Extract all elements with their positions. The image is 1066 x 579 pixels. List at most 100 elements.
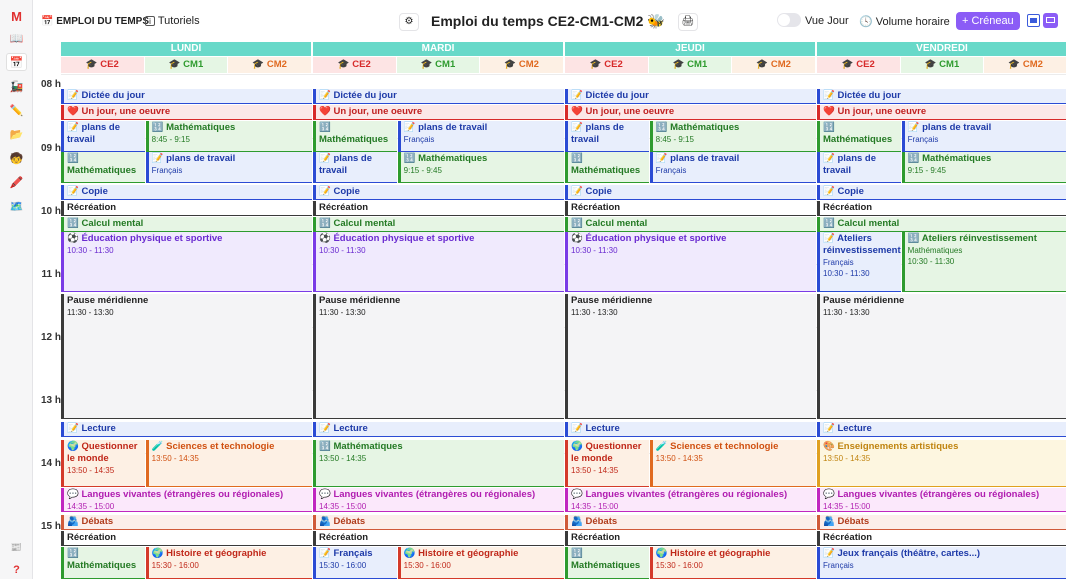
book-icon[interactable]: 📖 (9, 33, 24, 45)
schedule-slot[interactable]: 🔢 Mathématiques (61, 152, 145, 183)
schedule-slot[interactable]: Pause méridienne 11:30 - 13:30 (313, 294, 564, 419)
schedule-slot[interactable]: 🫂 Débats (817, 515, 1066, 530)
level-header[interactable]: 🎓 CM1 (648, 57, 732, 73)
pen-icon[interactable]: 🖍️ (9, 177, 24, 189)
schedule-slot[interactable]: 📝 Ateliers réinvestissement Français 10:30… (817, 232, 901, 292)
day-view-toggle[interactable] (777, 13, 801, 27)
section-label[interactable]: 📅 EMPLOI DU TEMPS (41, 16, 150, 27)
schedule-slot[interactable]: 🔢 Ateliers réinvestissement Mathématiques… (901, 232, 1066, 292)
schedule-slot[interactable]: 📝 Dictée du jour (61, 89, 312, 104)
level-header[interactable]: 🎓 CM1 (144, 57, 228, 73)
settings-button[interactable]: ⚙ (399, 13, 419, 31)
schedule-slot[interactable]: Pause méridienne 11:30 - 13:30 (61, 294, 312, 419)
schedule-slot[interactable]: 🎨 Enseignements artistiques 13:50 - 14:35 (817, 440, 1066, 487)
print-button[interactable]: 🖨 (678, 13, 698, 31)
schedule-slot[interactable]: 📝 Copie (313, 185, 564, 200)
schedule-slot[interactable]: 🔢 Mathématiques 8:45 - 9:15 (649, 121, 816, 152)
schedule-slot[interactable]: 💬 Langues vivantes (étrangères ou région… (61, 488, 312, 512)
level-header[interactable]: 🎓 CE2 (313, 57, 396, 73)
schedule-slot[interactable]: 🔢 Mathématiques (565, 152, 649, 183)
schedule-slot[interactable]: 🧪 Sciences et technologie 13:50 - 14:35 (649, 440, 816, 487)
student-icon[interactable]: 🧒 (9, 153, 24, 165)
schedule-slot[interactable]: 📝 plans de travail (817, 152, 901, 183)
schedule-slot[interactable]: 📝 plans de travail (313, 152, 397, 183)
pencil-icon[interactable]: ✏️ (9, 105, 24, 117)
schedule-slot[interactable]: 📝 Dictée du jour (313, 89, 564, 104)
map-icon[interactable]: 🗺️ (9, 201, 24, 213)
schedule-slot[interactable]: 📝 Copie (817, 185, 1066, 200)
level-header[interactable]: 🎓 CM2 (984, 57, 1066, 73)
schedule-slot[interactable]: 📝 Dictée du jour (817, 89, 1066, 104)
schedule-slot[interactable]: ⚽ Éducation physique et sportive 10:30 - … (565, 232, 816, 292)
schedule-slot[interactable]: 📝 Copie (61, 185, 312, 200)
schedule-slot[interactable]: 🔢 Calcul mental (61, 217, 312, 232)
schedule-slot[interactable]: 🫂 Débats (313, 515, 564, 530)
schedule-slot[interactable]: Pause méridienne 11:30 - 13:30 (817, 294, 1066, 419)
schedule-slot[interactable]: 🔢 Mathématiques 9:15 - 9:45 (901, 152, 1066, 183)
schedule-slot[interactable]: 🔢 Calcul mental (565, 217, 816, 232)
schedule-slot[interactable]: Récréation (61, 531, 312, 546)
schedule-slot[interactable]: 🌍 Histoire et géographie 15:30 - 16:00 (649, 547, 816, 579)
layout-icon[interactable] (1027, 14, 1040, 27)
schedule-slot[interactable]: 🔢 Mathématiques 8:45 - 9:15 (145, 121, 312, 152)
schedule-slot[interactable]: 📝 plans de travail Français (397, 121, 564, 152)
schedule-slot[interactable]: 💬 Langues vivantes (étrangères ou région… (313, 488, 564, 512)
schedule-slot[interactable]: 📝 plans de travail Français (901, 121, 1066, 152)
schedule-slot[interactable]: Récréation (313, 201, 564, 216)
schedule-icon[interactable]: 📅 (6, 53, 27, 71)
schedule-slot[interactable]: 🫂 Débats (61, 515, 312, 530)
schedule-slot[interactable]: 🔢 Mathématiques (313, 121, 397, 152)
schedule-slot[interactable]: Pause méridienne 11:30 - 13:30 (565, 294, 816, 419)
add-slot-button[interactable]: + Créneau (956, 12, 1020, 30)
schedule-slot[interactable]: ❤️ Un jour, une oeuvre (565, 105, 816, 120)
schedule-slot[interactable]: 🌍 Histoire et géographie 15:30 - 16:00 (397, 547, 564, 579)
schedule-slot[interactable]: 📝 plans de travail (565, 121, 649, 152)
schedule-slot[interactable]: 📝 Lecture (61, 422, 312, 437)
schedule-slot[interactable]: 🔢 Mathématiques 13:50 - 14:35 (313, 440, 564, 487)
schedule-slot[interactable]: 📝 plans de travail Français (145, 152, 312, 183)
schedule-slot[interactable]: 🔢 Calcul mental (817, 217, 1066, 232)
schedule-slot[interactable]: 📝 Dictée du jour (565, 89, 816, 104)
schedule-slot[interactable]: Récréation (817, 201, 1066, 216)
schedule-slot[interactable]: ❤️ Un jour, une oeuvre (61, 105, 312, 120)
schedule-slot[interactable]: 🌍 Questionner le monde 13:50 - 14:35 (61, 440, 145, 487)
schedule-slot[interactable]: 🧪 Sciences et technologie 13:50 - 14:35 (145, 440, 312, 487)
schedule-slot[interactable]: Récréation (817, 531, 1066, 546)
level-header[interactable]: 🎓 CE2 (61, 57, 144, 73)
schedule-slot[interactable]: 📝 Jeux français (théâtre, cartes...) Fran… (817, 547, 1066, 579)
schedule-slot[interactable]: 📝 Français 15:30 - 16:00 (313, 547, 397, 579)
level-header[interactable]: 🎓 CE2 (817, 57, 900, 73)
schedule-slot[interactable]: 📝 plans de travail Français (649, 152, 816, 183)
level-header[interactable]: 🎓 CM2 (732, 57, 815, 73)
schedule-slot[interactable]: 🔢 Mathématiques (61, 547, 145, 579)
schedule-slot[interactable]: 🌍 Questionner le monde 13:50 - 14:35 (565, 440, 649, 487)
schedule-slot[interactable]: ⚽ Éducation physique et sportive 10:30 - … (61, 232, 312, 292)
schedule-slot[interactable]: ❤️ Un jour, une oeuvre (313, 105, 564, 120)
news-icon[interactable]: 📰 (10, 542, 23, 552)
schedule-slot[interactable]: 🌍 Histoire et géographie 15:30 - 16:00 (145, 547, 312, 579)
schedule-slot[interactable]: ⚽ Éducation physique et sportive 10:30 - … (313, 232, 564, 292)
schedule-slot[interactable]: 📝 Lecture (313, 422, 564, 437)
schedule-slot[interactable]: 🔢 Mathématiques 9:15 - 9:45 (397, 152, 564, 183)
schedule-slot[interactable]: 📝 Lecture (565, 422, 816, 437)
schedule-slot[interactable]: 💬 Langues vivantes (étrangères ou région… (565, 488, 816, 512)
schedule-slot[interactable]: 📝 Lecture (817, 422, 1066, 437)
hours-volume-button[interactable]: 🕓 Volume horaire (859, 16, 950, 28)
tutorials-link[interactable]: i Tutoriels (145, 15, 200, 27)
schedule-slot[interactable]: 🔢 Calcul mental (313, 217, 564, 232)
calendar-view-icon[interactable] (1043, 13, 1058, 28)
level-header[interactable]: 🎓 CM1 (900, 57, 984, 73)
schedule-slot[interactable]: 🔢 Mathématiques (565, 547, 649, 579)
help-icon[interactable]: ? (13, 564, 20, 576)
schedule-slot[interactable]: 📝 Copie (565, 185, 816, 200)
level-header[interactable]: 🎓 CM2 (480, 57, 563, 73)
level-header[interactable]: 🎓 CE2 (565, 57, 648, 73)
schedule-slot[interactable]: 💬 Langues vivantes (étrangères ou région… (817, 488, 1066, 512)
schedule-slot[interactable]: ❤️ Un jour, une oeuvre (817, 105, 1066, 120)
schedule-slot[interactable]: 🫂 Débats (565, 515, 816, 530)
schedule-slot[interactable]: Récréation (61, 201, 312, 216)
schedule-slot[interactable]: Récréation (313, 531, 564, 546)
level-header[interactable]: 🎓 CM1 (396, 57, 480, 73)
folder-icon[interactable]: 📂 (9, 129, 24, 141)
level-header[interactable]: 🎓 CM2 (228, 57, 311, 73)
